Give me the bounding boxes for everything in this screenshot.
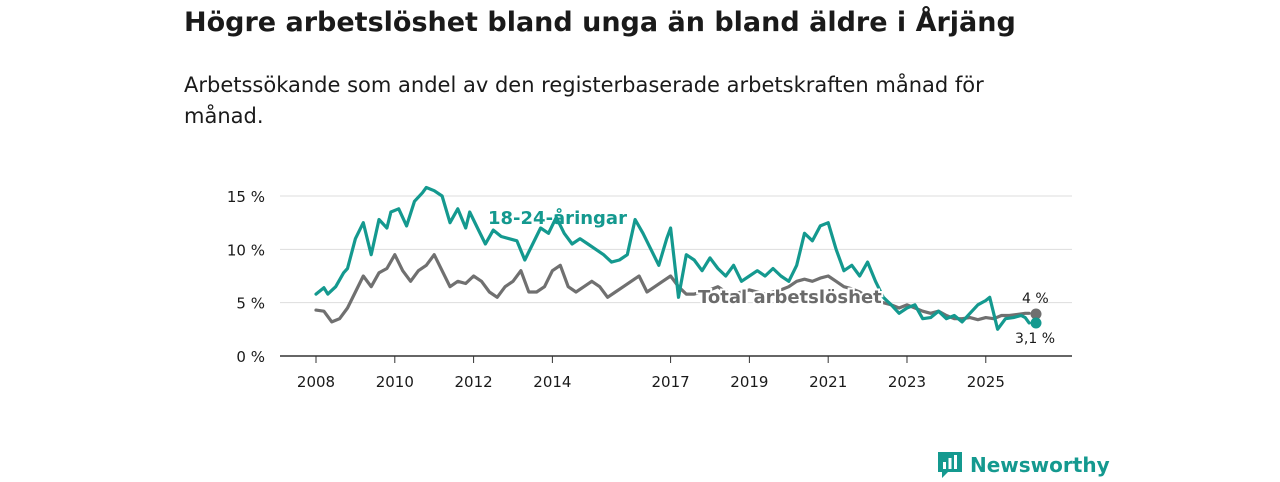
x-tick-label-2014: 2014 [533, 373, 571, 391]
y-tick-label-5: 5 % [236, 295, 265, 313]
x-tick-label-2008: 2008 [297, 373, 335, 391]
series-label-youth: 18-24-åringar [488, 207, 627, 229]
x-tick-label-2023: 2023 [888, 373, 926, 391]
y-tick-label-0: 0 % [236, 348, 265, 366]
series-lines [314, 185, 1031, 331]
x-tick-label-2012: 2012 [455, 373, 493, 391]
chart-title: Högre arbetslöshet bland unga än bland ä… [184, 7, 1016, 38]
end-label-youth: 3,1 % [1015, 331, 1055, 347]
series-line-total [314, 253, 1031, 324]
y-axis-ticks: 0 % 5 % 10 % 15 % [227, 188, 265, 366]
series-labels: 18-24-åringar Total arbetslöshet [488, 207, 884, 310]
x-tick-label-2019: 2019 [730, 373, 768, 391]
x-tick-label-2021: 2021 [809, 373, 847, 391]
x-axis: 2008 2010 2012 2014 2017 2019 2021 2023 2025 [280, 355, 1072, 391]
y-tick-label-10: 10 % [227, 241, 265, 259]
end-point-total [1030, 308, 1042, 320]
x-tick-label-2025: 2025 [967, 373, 1005, 391]
chart-subtitle: Arbetssökande som andel av den registerb… [184, 73, 984, 128]
y-tick-label-15: 15 % [227, 188, 265, 206]
end-markers: 4 % 3,1 % [1015, 291, 1055, 347]
series-line-youth [314, 185, 1031, 331]
series-label-total: Total arbetslöshet [698, 287, 882, 308]
x-tick-label-2010: 2010 [376, 373, 414, 391]
gridlines [280, 195, 1072, 304]
brand-name: Newsworthy [970, 453, 1110, 477]
brand-logo: Newsworthy [936, 448, 1110, 482]
end-label-total: 4 % [1022, 291, 1049, 307]
end-point-youth [1030, 317, 1042, 329]
newsworthy-bar-chart-icon [938, 452, 962, 478]
x-tick-label-2017: 2017 [651, 373, 689, 391]
